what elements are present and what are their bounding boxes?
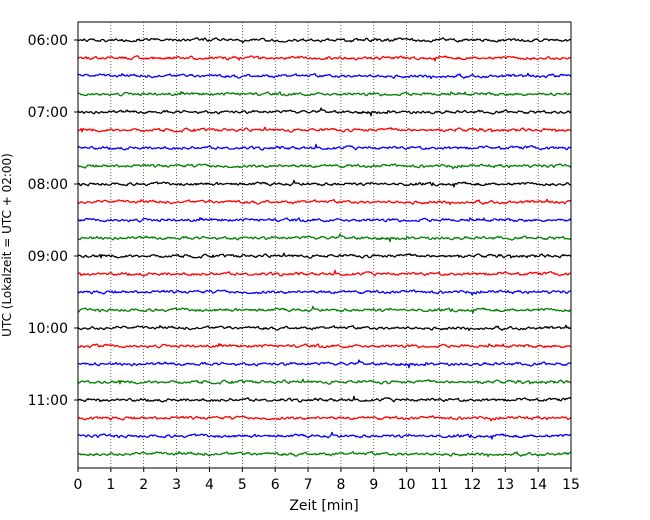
x-tick-label: 9 [369, 477, 378, 493]
trace-line [77, 107, 572, 117]
x-axis-label: Zeit [min] [289, 498, 358, 514]
trace-line [77, 163, 572, 170]
trace-line [77, 72, 572, 80]
trace-line [77, 395, 572, 403]
trace-line [77, 431, 572, 440]
trace-line [77, 198, 572, 206]
x-tick-label: 7 [304, 477, 313, 493]
x-tick-label: 4 [205, 477, 214, 493]
trace-line [77, 378, 572, 385]
x-grid [110, 22, 539, 468]
trace-line [77, 269, 572, 277]
y-tick-label: 08:00 [28, 177, 68, 193]
trace-line [77, 55, 572, 62]
trace-line [77, 343, 572, 349]
x-tick-label: 13 [496, 477, 514, 493]
x-tick-label: 5 [238, 477, 247, 493]
trace-line [77, 305, 572, 314]
trace-line [77, 451, 572, 458]
y-tick-label: 09:00 [28, 249, 68, 265]
x-tick-label: 14 [529, 477, 547, 493]
x-tick-label: 11 [431, 477, 449, 493]
y-tick-label: 10:00 [28, 321, 68, 337]
trace-line [77, 359, 572, 369]
trace-line [77, 91, 572, 97]
x-tick-label: 1 [106, 477, 115, 493]
trace-line [77, 415, 572, 422]
trace-line [77, 324, 572, 332]
trace-line [77, 252, 572, 259]
x-tick-label: 2 [139, 477, 148, 493]
traces [77, 37, 572, 458]
plot-frame [77, 21, 572, 469]
y-axis: 06:00 07:00 08:00 09:00 10:00 11:00 [28, 33, 78, 409]
trace-line [77, 233, 572, 243]
y-tick-label: 11:00 [28, 393, 68, 409]
trace-line [77, 37, 572, 44]
trace-line [77, 143, 572, 151]
x-tick-label: 3 [172, 477, 181, 493]
x-tick-label: 6 [271, 477, 280, 493]
x-tick-label: 15 [562, 477, 580, 493]
x-tick-label: 12 [463, 477, 481, 493]
trace-line [77, 179, 572, 188]
y-axis-label: UTC (Lokalzeit = UTC + 02:00) [0, 153, 14, 337]
trace-line [77, 289, 572, 296]
x-tick-label: 8 [336, 477, 345, 493]
trace-line [77, 217, 572, 223]
x-axis: 0 1 2 3 4 5 6 7 8 9 10 11 12 13 14 15 [74, 468, 580, 493]
trace-line [77, 126, 572, 133]
x-tick-label: 0 [74, 477, 83, 493]
x-tick-label: 10 [398, 477, 416, 493]
y-tick-label: 06:00 [28, 33, 68, 49]
y-tick-label: 07:00 [28, 105, 68, 121]
